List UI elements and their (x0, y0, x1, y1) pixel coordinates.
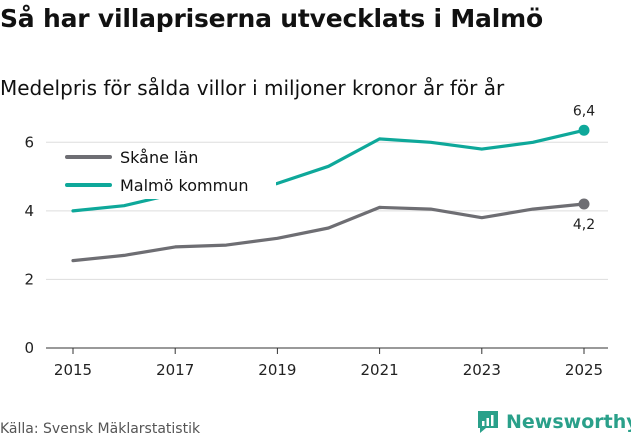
end-point-marker (578, 198, 590, 210)
data-label: 4,2 (573, 217, 595, 233)
y-tick-label: 0 (24, 339, 34, 357)
x-tick-label: 2023 (463, 361, 501, 379)
end-point-marker (578, 124, 590, 136)
data-label: 6,4 (573, 103, 595, 119)
x-tick-label: 2025 (565, 361, 603, 379)
y-tick-label: 6 (24, 133, 34, 151)
x-tick-label: 2019 (258, 361, 296, 379)
legend-background (60, 143, 276, 199)
y-tick-label: 4 (24, 202, 34, 220)
source-note: Källa: Svensk Mäklarstatistik (0, 421, 201, 437)
legend-label: Malmö kommun (120, 176, 248, 195)
x-tick-label: 2015 (54, 361, 92, 379)
x-tick-label: 2017 (156, 361, 194, 379)
chart-subtitle: Medelpris för sålda villor i miljoner kr… (0, 76, 505, 100)
legend-label: Skåne län (120, 148, 198, 167)
x-tick-label: 2021 (361, 361, 399, 379)
newsworthy-logo: Newsworthy (476, 408, 631, 436)
chat-bubble-icon (478, 411, 498, 433)
brand-name: Newsworthy (506, 411, 631, 433)
series-line (71, 202, 586, 263)
chart-title: Så har villapriserna utvecklats i Malmö (0, 4, 543, 33)
y-tick-label: 2 (24, 270, 34, 288)
